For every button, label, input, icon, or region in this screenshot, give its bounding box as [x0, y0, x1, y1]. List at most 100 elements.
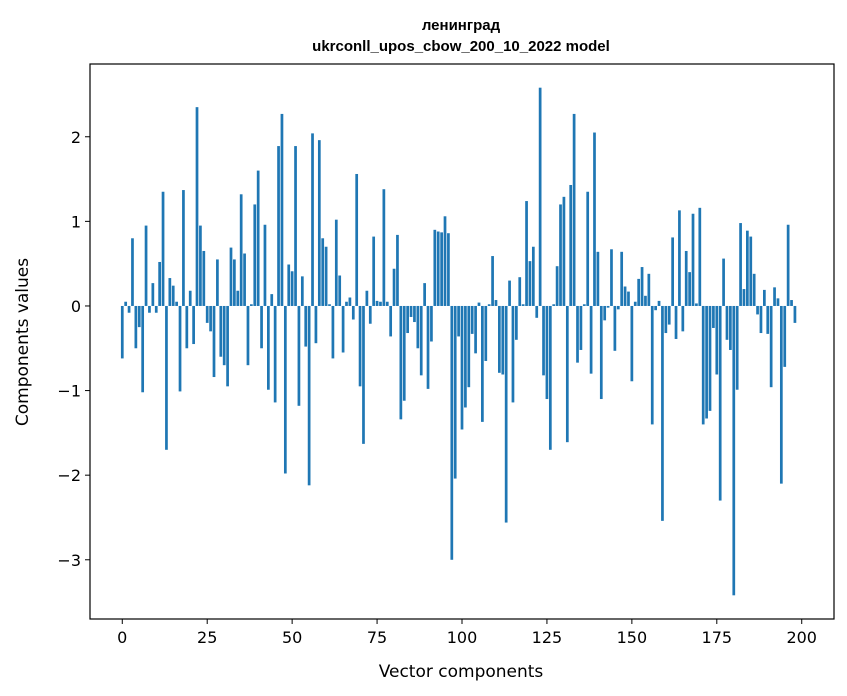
bar-174 — [712, 305, 715, 328]
bar-108 — [487, 304, 491, 306]
bar-165 — [681, 305, 685, 332]
x-tick-label: 175 — [702, 628, 733, 647]
bar-172 — [705, 305, 708, 419]
y-tick-label: 1 — [71, 212, 81, 231]
bar-71 — [362, 305, 365, 444]
bar-190 — [766, 305, 770, 334]
bar-1 — [124, 301, 128, 306]
bar-30 — [222, 305, 226, 366]
bar-135 — [579, 305, 583, 350]
bar-35 — [239, 194, 243, 306]
bar-123 — [538, 87, 542, 306]
bar-90 — [426, 305, 430, 389]
bar-188 — [759, 305, 763, 334]
bar-85 — [409, 305, 413, 317]
bar-5 — [137, 305, 141, 328]
bar-46 — [277, 146, 280, 306]
bar-177 — [722, 258, 725, 306]
bar-48 — [283, 305, 287, 474]
bar-58 — [317, 140, 321, 306]
bar-104 — [474, 305, 477, 354]
bar-160 — [664, 305, 668, 334]
bar-67 — [348, 297, 352, 306]
bar-175 — [715, 305, 719, 375]
bar-49 — [287, 264, 291, 306]
x-axis-ticks: 0 25 50 75 100 125 150 175 200 — [117, 619, 817, 647]
bar-42 — [263, 224, 267, 306]
bar-105 — [477, 302, 481, 306]
bar-73 — [368, 305, 372, 324]
y-tick-label: −3 — [57, 551, 81, 570]
x-tick-label: 200 — [786, 628, 817, 647]
bar-21 — [192, 305, 195, 345]
bar-136 — [582, 304, 586, 306]
bar-147 — [620, 251, 624, 306]
bar-86 — [413, 305, 416, 323]
y-tick-label: −1 — [57, 382, 81, 401]
bar-119 — [525, 201, 528, 306]
bar-139 — [593, 132, 596, 306]
x-tick-label: 100 — [447, 628, 478, 647]
bar-3 — [131, 238, 134, 306]
bar-33 — [233, 259, 236, 306]
bar-179 — [729, 305, 732, 350]
bar-170 — [698, 207, 702, 306]
bar-94 — [440, 232, 443, 306]
bar-63 — [334, 219, 338, 306]
bar-12 — [161, 191, 165, 306]
bar-41 — [260, 305, 263, 349]
plot-frame — [89, 63, 835, 620]
bar-146 — [616, 305, 620, 310]
bar-176 — [718, 305, 722, 501]
bar-28 — [216, 259, 219, 306]
bar-182 — [739, 223, 742, 306]
bar-10 — [154, 305, 158, 313]
bar-162 — [671, 237, 674, 306]
bar-169 — [695, 303, 698, 306]
bar-19 — [185, 305, 189, 349]
bar-65 — [341, 305, 345, 353]
bar-6 — [141, 305, 145, 393]
bar-114 — [508, 280, 511, 306]
y-tick-label: 0 — [71, 297, 81, 316]
bar-125 — [545, 305, 549, 400]
chart-title: ленинград — [422, 17, 501, 34]
bar-144 — [610, 249, 613, 306]
bar-193 — [776, 298, 780, 306]
bar-121 — [531, 246, 535, 306]
chart-subtitle: ukrconll_upos_cbow_200_10_2022 model — [312, 38, 610, 55]
bar-102 — [467, 305, 471, 388]
bar-38 — [250, 304, 253, 306]
bar-118 — [521, 304, 525, 306]
bar-101 — [464, 305, 467, 408]
bar-116 — [515, 305, 518, 340]
bar-37 — [246, 305, 250, 366]
bar-80 — [392, 268, 396, 306]
bars-group — [120, 87, 797, 596]
bar-34 — [236, 290, 240, 306]
bar-76 — [379, 301, 382, 306]
bar-81 — [396, 234, 399, 306]
x-axis-label: Vector components — [379, 662, 544, 682]
bar-36 — [243, 253, 246, 306]
bar-14 — [168, 278, 172, 306]
bar-7 — [144, 225, 148, 306]
bar-50 — [290, 271, 294, 306]
bar-120 — [528, 261, 532, 306]
bar-77 — [382, 189, 386, 306]
bar-95 — [443, 216, 447, 306]
bar-168 — [691, 213, 695, 306]
bar-87 — [416, 305, 420, 349]
bar-192 — [773, 287, 776, 306]
bar-138 — [589, 305, 593, 374]
bar-183 — [742, 289, 746, 306]
bar-82 — [399, 305, 403, 420]
bar-167 — [688, 272, 691, 306]
bar-15 — [171, 285, 175, 306]
bar-47 — [280, 113, 284, 306]
bar-189 — [763, 289, 766, 306]
bar-96 — [447, 233, 450, 306]
bar-44 — [270, 294, 274, 306]
bar-62 — [331, 305, 335, 359]
bar-195 — [783, 305, 787, 367]
